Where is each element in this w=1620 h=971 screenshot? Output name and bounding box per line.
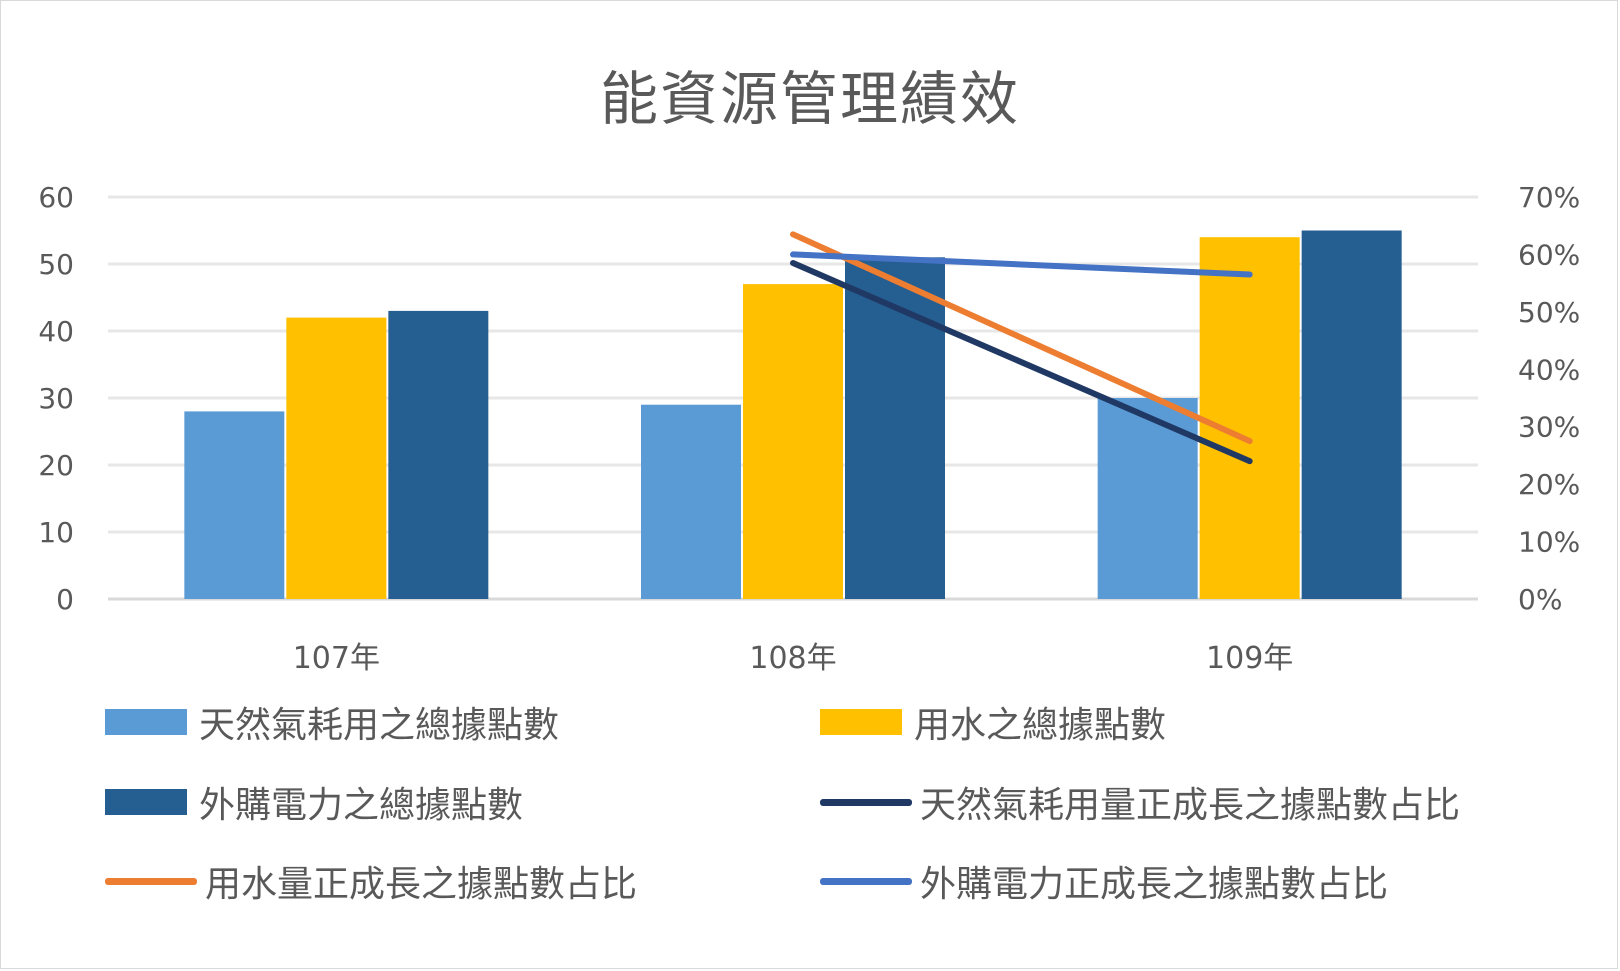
y2-tick-label: 10% (1518, 526, 1580, 559)
line-marks (790, 231, 1253, 465)
y2-tick-label: 50% (1518, 296, 1580, 329)
x-tick-label: 107年 (293, 641, 380, 676)
left-axis: 0 10 20 30 40 50 60 (38, 181, 74, 616)
bar (641, 404, 741, 599)
bar (1199, 237, 1300, 599)
y2-tick-label: 20% (1518, 468, 1580, 501)
category-axis: 107年 108年 109年 (293, 641, 1294, 676)
y-tick-label: 0 (56, 583, 74, 616)
y2-tick-label: 70% (1518, 181, 1580, 214)
chart-title: 能資源管理績效 (599, 65, 1020, 133)
right-axis: 0% 10% 20% 30% 40% 50% 60% 70% (1518, 181, 1580, 616)
y-tick-label: 40 (38, 315, 74, 348)
y2-tick-label: 40% (1518, 353, 1580, 386)
series-line (790, 251, 1253, 278)
x-tick-label: 109年 (1206, 641, 1293, 676)
bar (1301, 230, 1402, 599)
y-tick-label: 60 (38, 181, 74, 214)
y-tick-label: 50 (38, 248, 74, 281)
y2-tick-label: 30% (1518, 411, 1580, 444)
bar-marks (184, 230, 1402, 599)
bar (1097, 398, 1198, 599)
series-line (790, 260, 1253, 465)
bar (286, 317, 387, 599)
y-tick-label: 20 (38, 449, 74, 482)
y2-tick-label: 0% (1518, 583, 1562, 616)
series-line (790, 231, 1253, 445)
x-tick-label: 108年 (749, 641, 836, 676)
bar (743, 284, 843, 599)
bar (184, 411, 285, 599)
y-tick-label: 30 (38, 382, 74, 415)
y2-tick-label: 60% (1518, 238, 1580, 271)
bar (388, 310, 489, 599)
bar (845, 257, 945, 599)
y-tick-label: 10 (38, 516, 74, 549)
